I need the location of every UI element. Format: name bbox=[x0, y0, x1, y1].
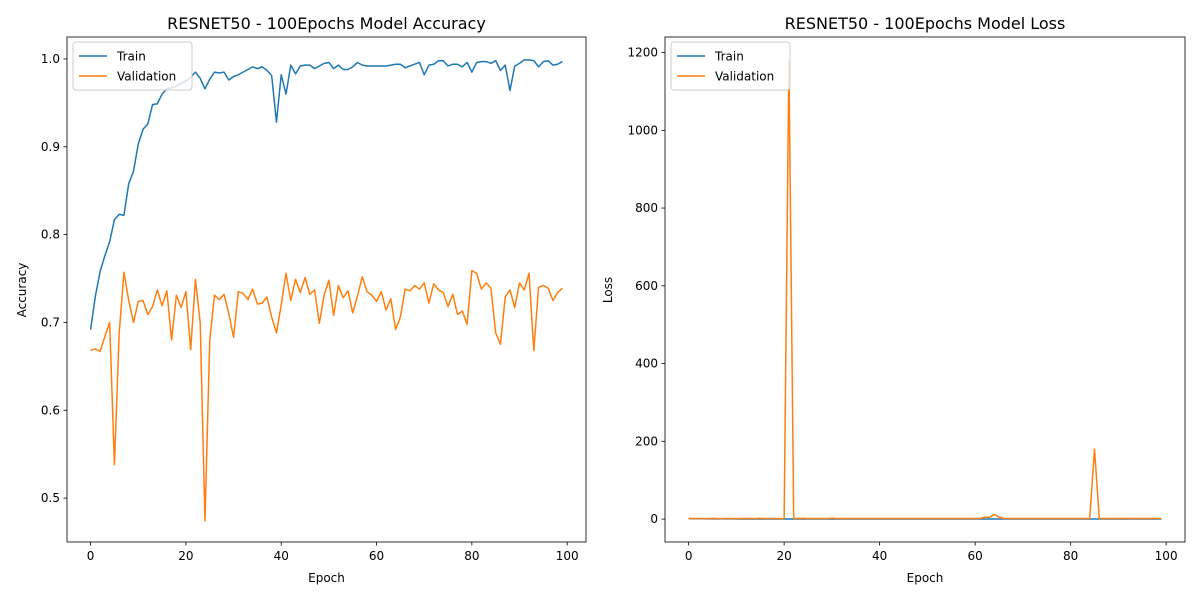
loss-y-tick-label: 400 bbox=[635, 357, 658, 371]
accuracy-x-tick-label: 40 bbox=[274, 549, 289, 563]
loss-chart-title: RESNET50 - 100Epochs Model Loss bbox=[785, 14, 1066, 33]
loss-chart: RESNET50 - 100Epochs Model Loss Epoch Lo… bbox=[601, 14, 1185, 585]
loss-series-validation-line bbox=[689, 60, 1162, 518]
accuracy-x-tick-label: 20 bbox=[178, 549, 193, 563]
accuracy-x-tick-label: 80 bbox=[464, 549, 479, 563]
accuracy-y-tick-label: 0.7 bbox=[41, 315, 60, 329]
loss-y-tick-label: 200 bbox=[635, 434, 658, 448]
accuracy-y-tick-label: 0.5 bbox=[41, 491, 60, 505]
loss-legend-label-train: Train bbox=[714, 50, 744, 64]
loss-x-tick-label: 80 bbox=[1063, 549, 1078, 563]
accuracy-series-validation-line bbox=[91, 271, 563, 521]
loss-y-tick-label: 600 bbox=[635, 279, 658, 293]
accuracy-x-axis-label: Epoch bbox=[308, 571, 345, 585]
loss-y-axis-label: Loss bbox=[601, 277, 615, 303]
loss-y-tick-label: 1200 bbox=[627, 46, 658, 60]
loss-y-tick-label: 0 bbox=[650, 512, 658, 526]
loss-x-tick-label: 0 bbox=[685, 549, 693, 563]
accuracy-y-tick-label: 0.6 bbox=[41, 403, 60, 417]
loss-legend-label-validation: Validation bbox=[715, 70, 774, 84]
accuracy-x-tick-label: 0 bbox=[87, 549, 95, 563]
accuracy-y-axis-label: Accuracy bbox=[15, 263, 29, 318]
accuracy-plot-area: 0 20 40 60 80 100 0.5 0.6 0.7 0.8 0.9 1.0 Train Valid… bbox=[41, 37, 586, 563]
loss-y-tick-label: 1000 bbox=[627, 123, 658, 137]
accuracy-legend-label-validation: Validation bbox=[117, 70, 176, 84]
accuracy-y-tick-label: 0.9 bbox=[41, 140, 60, 154]
loss-axes-frame bbox=[665, 37, 1185, 542]
accuracy-y-tick-label: 1.0 bbox=[41, 52, 60, 66]
loss-x-tick-label: 60 bbox=[967, 549, 982, 563]
accuracy-y-tick-label: 0.8 bbox=[41, 228, 60, 242]
accuracy-x-tick-label: 100 bbox=[556, 549, 579, 563]
loss-y-tick-label: 800 bbox=[635, 201, 658, 215]
loss-x-tick-label: 100 bbox=[1155, 549, 1178, 563]
accuracy-chart-title: RESNET50 - 100Epochs Model Accuracy bbox=[167, 14, 486, 33]
loss-x-tick-label: 20 bbox=[776, 549, 791, 563]
accuracy-chart: RESNET50 - 100Epochs Model Accuracy Epoc… bbox=[15, 14, 586, 585]
loss-x-axis-label: Epoch bbox=[907, 571, 944, 585]
accuracy-x-tick-label: 60 bbox=[369, 549, 384, 563]
loss-x-tick-label: 40 bbox=[872, 549, 887, 563]
accuracy-legend-label-train: Train bbox=[116, 50, 146, 64]
